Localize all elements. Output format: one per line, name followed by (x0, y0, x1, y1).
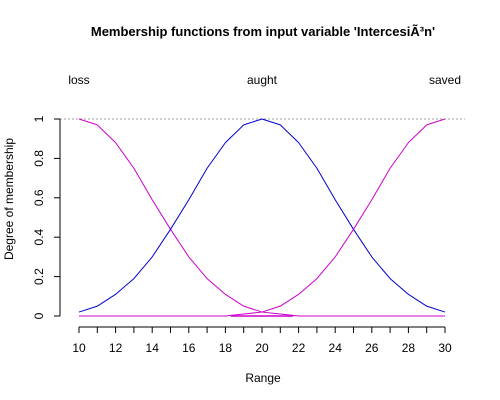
x-tick-label: 14 (146, 341, 160, 355)
y-tick-label: 0.4 (32, 229, 46, 246)
x-tick-label: 30 (438, 341, 452, 355)
y-tick-label: 0.6 (32, 189, 46, 206)
x-tick-label: 16 (182, 341, 196, 355)
x-tick-label: 10 (72, 341, 86, 355)
y-tick-label: 0.8 (32, 150, 46, 167)
y-axis-label: Degree of membership (2, 138, 16, 260)
series-line-aught (78, 118, 446, 313)
series-line-loss (78, 118, 445, 317)
x-tick-label: 18 (219, 341, 233, 355)
x-tick-label: 28 (402, 341, 416, 355)
x-axis: 10 12 14 16 18 20 22 24 26 28 30 (72, 326, 452, 355)
chart-title: Membership functions from input variable… (91, 24, 435, 39)
y-tick-label: 0 (32, 312, 46, 319)
series-label-aught: aught (247, 73, 278, 87)
x-tick-label: 26 (365, 341, 379, 355)
x-tick-label: 22 (292, 341, 306, 355)
x-axis-label: Range (245, 371, 281, 385)
series-label-saved: saved (429, 73, 461, 87)
x-tick-label: 20 (255, 341, 269, 355)
x-tick-label: 24 (329, 341, 343, 355)
series-lines (78, 118, 446, 317)
y-tick-label: 1 (32, 115, 46, 122)
series-label-loss: loss (68, 73, 89, 87)
y-axis: 0 0.2 0.4 0.6 0.8 1 (32, 115, 61, 319)
series-labels: loss aught saved (68, 73, 461, 87)
y-tick-label: 0.2 (32, 268, 46, 285)
series-line-saved (79, 118, 446, 317)
x-tick-label: 12 (109, 341, 123, 355)
